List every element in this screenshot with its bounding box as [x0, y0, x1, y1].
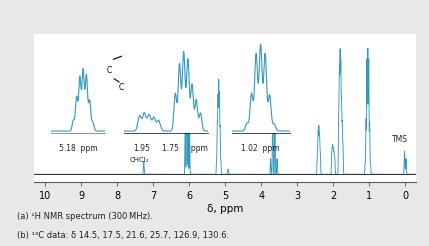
Text: CH$_2$CH$_3$: CH$_2$CH$_3$ — [118, 81, 149, 94]
Text: 1.95: 1.95 — [133, 144, 150, 153]
Text: 5.18  ppm: 5.18 ppm — [59, 144, 98, 153]
Text: TMS: TMS — [392, 135, 408, 144]
X-axis label: δ, ppm: δ, ppm — [207, 204, 243, 214]
Text: (a) ¹H NMR spectrum (300 MHz).: (a) ¹H NMR spectrum (300 MHz). — [17, 212, 153, 221]
Text: 1.02  ppm: 1.02 ppm — [241, 144, 280, 153]
Text: (b) ¹³C data: δ 14.5, 17.5, 21.6, 25.7, 126.9, 130.6.: (b) ¹³C data: δ 14.5, 17.5, 21.6, 25.7, … — [17, 231, 229, 240]
Text: CH$_3$: CH$_3$ — [72, 48, 88, 60]
Text: H: H — [123, 49, 129, 58]
Text: CH$_3$: CH$_3$ — [72, 81, 88, 94]
Text: 1.75     ppm: 1.75 ppm — [162, 144, 208, 153]
Text: C: C — [107, 66, 112, 75]
Text: CHCl₂: CHCl₂ — [130, 157, 149, 163]
Text: C: C — [85, 66, 90, 75]
